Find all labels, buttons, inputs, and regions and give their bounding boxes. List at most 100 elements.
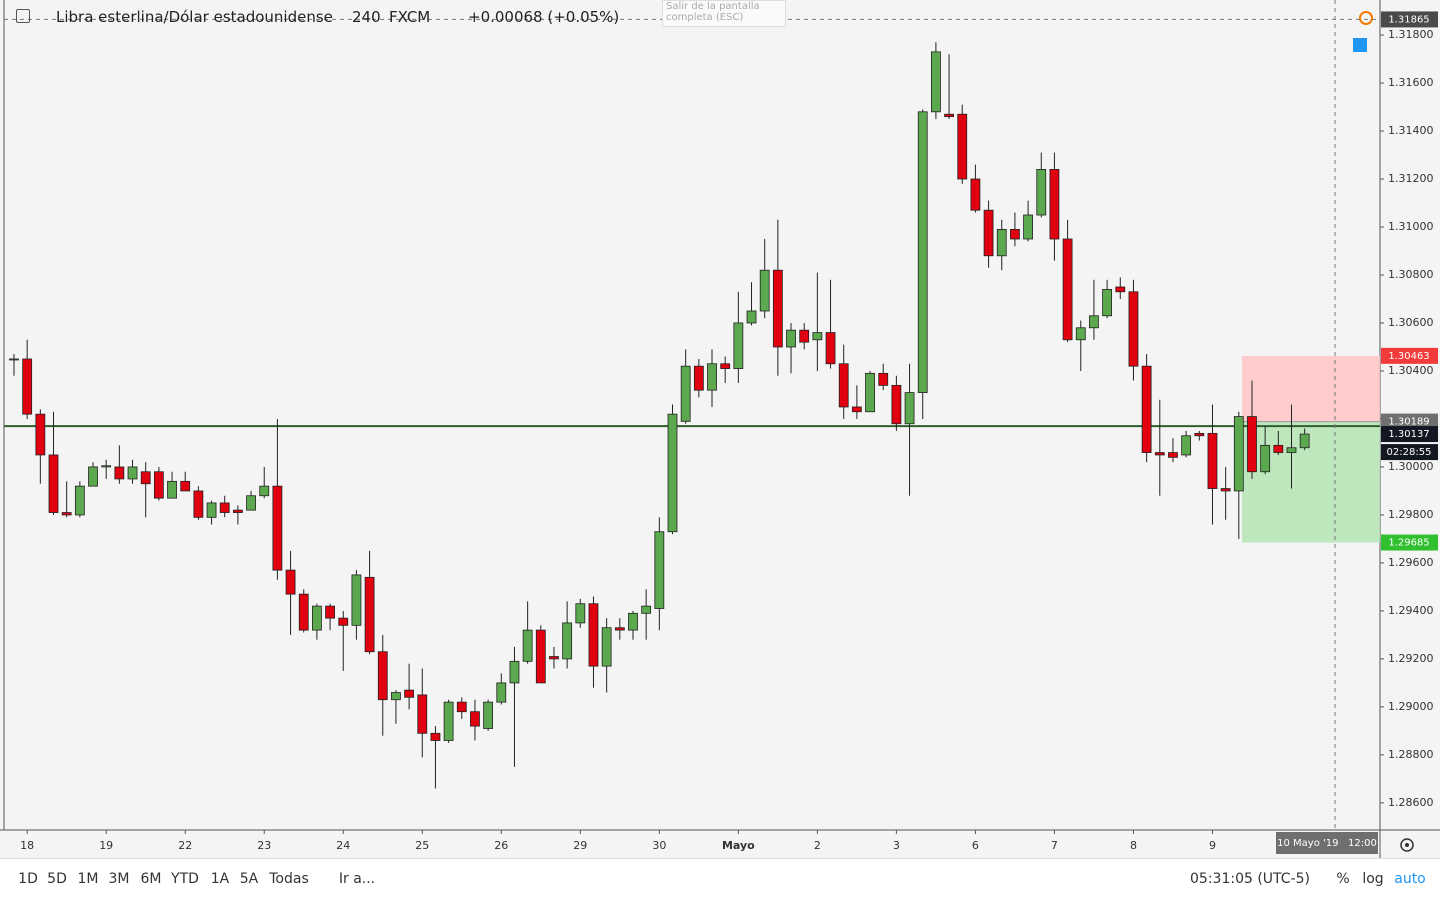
candle-body [48, 454, 59, 513]
candle-body [983, 209, 994, 257]
candle-body [825, 332, 836, 365]
crosshair-time-bg [1276, 832, 1378, 854]
y-tick-label: 1.29400 [1388, 604, 1434, 617]
countdown: 02:28:55 [1387, 447, 1432, 458]
y-tick-label: 1.29000 [1388, 700, 1434, 713]
candle-body [496, 682, 507, 703]
range-button[interactable]: 3M [108, 871, 130, 887]
candle-body [325, 605, 335, 619]
candle-body [733, 322, 744, 369]
candle-body [641, 605, 652, 614]
candle-body [456, 701, 467, 713]
fullscreen-icon[interactable] [1353, 38, 1367, 52]
settings-icon[interactable] [1400, 838, 1414, 852]
candle-body [1089, 315, 1099, 329]
candle-body [614, 627, 625, 631]
candle-body [931, 51, 941, 113]
x-tick-label: 7 [1051, 839, 1058, 852]
candle-body [1168, 452, 1178, 458]
y-tick-label: 1.31800 [1388, 28, 1434, 41]
interval[interactable]: 240 [352, 8, 381, 26]
y-tick-label: 1.31000 [1388, 220, 1434, 233]
candle-body [996, 228, 1007, 257]
candle-body [140, 471, 151, 485]
x-tick-label: 19 [99, 839, 113, 852]
range-button[interactable]: YTD [171, 871, 199, 887]
candle-body [707, 363, 717, 391]
range-button[interactable]: 5A [239, 871, 259, 887]
candle-body [88, 466, 98, 487]
candle-body [904, 392, 915, 425]
candle-body [1286, 447, 1297, 453]
stop-zone [1242, 421, 1380, 543]
range-button[interactable]: 5D [47, 871, 67, 887]
candle-body [206, 502, 217, 518]
y-tick-label: 1.28800 [1388, 748, 1434, 761]
price-label-bg [1381, 347, 1438, 364]
alert-icon[interactable] [1359, 11, 1373, 25]
source[interactable]: FXCM [389, 8, 431, 26]
candle-body [153, 471, 164, 499]
candle-body [720, 363, 731, 369]
candle-body [443, 701, 454, 741]
y-tick-label: 1.29600 [1388, 556, 1434, 569]
percent-button[interactable]: % [1336, 871, 1350, 887]
candle-body [364, 576, 375, 653]
candle-body [193, 490, 204, 518]
candle-body [575, 603, 586, 624]
x-tick-label: 2 [814, 839, 821, 852]
candle-body [1010, 228, 1020, 240]
candle-body [1220, 488, 1231, 492]
range-button[interactable]: 1D [18, 871, 38, 887]
clock[interactable]: 05:31:05 (UTC-5) [1190, 871, 1310, 887]
tooltip-line: Salir de la pantalla [666, 1, 760, 12]
y-tick-label: 1.29200 [1388, 652, 1434, 665]
candle-body [799, 329, 810, 343]
y-tick-label: 1.30000 [1388, 460, 1434, 473]
candle-body [588, 603, 599, 667]
candle-body [917, 111, 928, 393]
y-tick-label: 1.31200 [1388, 172, 1434, 185]
candle-body [1023, 214, 1033, 240]
candle-body [232, 509, 243, 513]
candle-body [891, 384, 902, 425]
range-button[interactable]: 6M [140, 871, 162, 887]
range-button[interactable]: 1A [210, 871, 230, 887]
candle-body [470, 711, 480, 727]
time-axis-bg [0, 830, 1380, 858]
candle-body [127, 466, 138, 480]
candle-body [878, 372, 889, 386]
candle-body [22, 358, 33, 415]
tooltip: Salir de la pantalla completa (ESC) [662, 0, 786, 27]
candle-body [285, 569, 296, 595]
candle-body [417, 694, 428, 734]
symbol[interactable]: Libra esterlina/Dólar estadounidense [56, 8, 333, 26]
candle-body [74, 485, 85, 516]
candle-body [1233, 416, 1244, 492]
candle-body [812, 332, 823, 341]
price-label: 1.30463 [1388, 351, 1429, 362]
price-label-bg [1381, 426, 1438, 443]
collapse-icon[interactable] [16, 9, 30, 23]
auto-button[interactable]: auto [1394, 871, 1426, 887]
candle-body [338, 617, 349, 626]
x-tick-label: 25 [415, 839, 429, 852]
y-tick-label: 1.31600 [1388, 76, 1434, 89]
crosshair-time: 10 Mayo '19 12:00 [1277, 838, 1377, 849]
y-tick-label: 1.30600 [1388, 316, 1434, 329]
x-tick-label: 29 [573, 839, 587, 852]
range-button[interactable]: Todas [269, 871, 309, 887]
goto-button[interactable]: Ir a... [338, 871, 376, 887]
x-tick-label: Mayo [722, 839, 755, 852]
candle-body [404, 689, 415, 698]
candle-body [865, 372, 875, 413]
range-button[interactable]: 1M [77, 871, 99, 887]
log-button[interactable]: log [1362, 871, 1384, 887]
candle-body [259, 485, 270, 497]
x-tick-label: 22 [178, 839, 192, 852]
tooltip-line: completa (ESC) [666, 12, 744, 23]
x-tick-label: 24 [336, 839, 350, 852]
price-label-bg [1381, 534, 1438, 551]
candle-body [377, 651, 388, 701]
